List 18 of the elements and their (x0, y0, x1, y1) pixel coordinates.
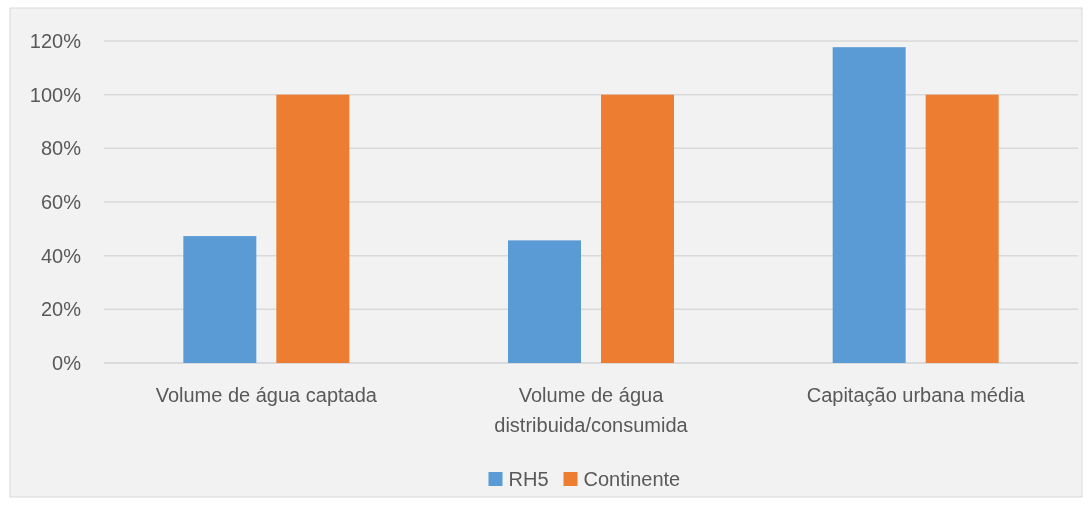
bar (832, 47, 906, 363)
x-tick-label: Volume de água distribuida/consumida (494, 384, 689, 436)
bar (276, 94, 350, 363)
bar (508, 240, 581, 363)
y-tick-label: 100% (29, 83, 82, 106)
legend-label: RH5 (508, 468, 549, 490)
bar (925, 94, 999, 363)
y-tick-label: 0% (52, 352, 82, 374)
y-tick-label: 40% (40, 244, 82, 267)
legend-label: Continente (583, 468, 681, 490)
y-tick-label: 20% (40, 298, 82, 321)
y-tick-label: 80% (40, 137, 82, 160)
x-tick-label: Volume de água captada (155, 384, 378, 406)
bar (601, 94, 674, 363)
y-tick-label: 60% (40, 191, 82, 213)
x-tick-label: Capitação urbana média (806, 384, 1026, 406)
bar (183, 236, 257, 363)
y-tick-label: 120% (29, 30, 82, 52)
